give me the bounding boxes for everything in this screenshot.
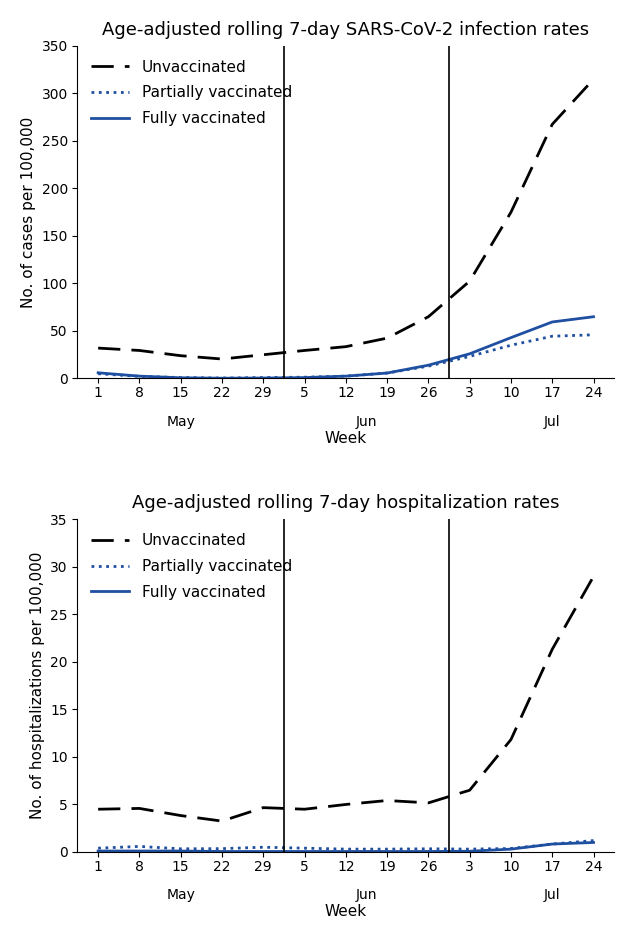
Fully vaccinated xyxy=(466,348,474,359)
X-axis label: Week: Week xyxy=(324,904,367,919)
Unvaccinated xyxy=(466,785,474,796)
Fully vaccinated xyxy=(342,846,350,857)
Unvaccinated xyxy=(342,799,350,810)
Text: Jun: Jun xyxy=(356,888,377,902)
Fully vaccinated xyxy=(425,360,432,371)
Partially vaccinated xyxy=(549,838,556,850)
Text: May: May xyxy=(166,415,195,429)
Unvaccinated xyxy=(136,803,144,814)
Unvaccinated xyxy=(384,333,391,344)
Partially vaccinated xyxy=(95,368,102,380)
Fully vaccinated xyxy=(260,846,267,857)
Unvaccinated xyxy=(136,345,144,356)
Text: Jul: Jul xyxy=(544,888,561,902)
Partially vaccinated xyxy=(136,370,144,382)
Partially vaccinated xyxy=(260,841,267,853)
Fully vaccinated xyxy=(301,372,309,384)
Fully vaccinated xyxy=(466,846,474,857)
Text: Jun: Jun xyxy=(356,415,377,429)
Fully vaccinated xyxy=(95,845,102,856)
Unvaccinated xyxy=(301,804,309,815)
Partially vaccinated xyxy=(260,372,267,384)
Partially vaccinated xyxy=(384,368,391,379)
Line: Fully vaccinated: Fully vaccinated xyxy=(98,842,594,852)
Line: Unvaccinated: Unvaccinated xyxy=(98,79,594,359)
Line: Partially vaccinated: Partially vaccinated xyxy=(98,840,594,849)
Legend: Unvaccinated, Partially vaccinated, Fully vaccinated: Unvaccinated, Partially vaccinated, Full… xyxy=(85,527,298,605)
Fully vaccinated xyxy=(549,838,556,850)
Unvaccinated xyxy=(177,810,185,822)
Fully vaccinated xyxy=(136,845,144,856)
Partially vaccinated xyxy=(177,372,185,384)
Partially vaccinated xyxy=(95,842,102,854)
Fully vaccinated xyxy=(95,368,102,379)
Fully vaccinated xyxy=(384,846,391,857)
Partially vaccinated xyxy=(301,842,309,854)
Title: Age-adjusted rolling 7-day hospitalization rates: Age-adjusted rolling 7-day hospitalizati… xyxy=(132,494,559,512)
Partially vaccinated xyxy=(384,843,391,854)
Fully vaccinated xyxy=(590,837,598,848)
Unvaccinated xyxy=(260,802,267,813)
Partially vaccinated xyxy=(425,843,432,854)
Partially vaccinated xyxy=(218,843,226,854)
Unvaccinated xyxy=(549,644,556,655)
Unvaccinated xyxy=(218,353,226,365)
Fully vaccinated xyxy=(507,843,515,854)
Unvaccinated xyxy=(301,345,309,356)
Line: Unvaccinated: Unvaccinated xyxy=(98,576,594,822)
Partially vaccinated xyxy=(549,331,556,342)
Line: Partially vaccinated: Partially vaccinated xyxy=(98,335,594,378)
Unvaccinated xyxy=(590,571,598,582)
Y-axis label: No. of hospitalizations per 100,000: No. of hospitalizations per 100,000 xyxy=(30,552,44,820)
Partially vaccinated xyxy=(136,840,144,852)
Unvaccinated xyxy=(177,350,185,361)
Fully vaccinated xyxy=(549,317,556,328)
Y-axis label: No. of cases per 100,000: No. of cases per 100,000 xyxy=(21,117,36,307)
Partially vaccinated xyxy=(507,843,515,854)
Legend: Unvaccinated, Partially vaccinated, Fully vaccinated: Unvaccinated, Partially vaccinated, Full… xyxy=(85,54,298,133)
Unvaccinated xyxy=(95,804,102,815)
Partially vaccinated xyxy=(507,339,515,351)
Fully vaccinated xyxy=(136,370,144,382)
Partially vaccinated xyxy=(342,370,350,382)
Fully vaccinated xyxy=(260,372,267,384)
Fully vaccinated xyxy=(425,846,432,857)
Title: Age-adjusted rolling 7-day SARS-CoV-2 infection rates: Age-adjusted rolling 7-day SARS-CoV-2 in… xyxy=(102,21,589,39)
Unvaccinated xyxy=(425,797,432,808)
Partially vaccinated xyxy=(466,351,474,362)
Partially vaccinated xyxy=(466,843,474,854)
Text: Jul: Jul xyxy=(544,415,561,429)
Fully vaccinated xyxy=(384,368,391,379)
Partially vaccinated xyxy=(177,843,185,854)
Unvaccinated xyxy=(549,118,556,130)
Fully vaccinated xyxy=(590,311,598,322)
Unvaccinated xyxy=(507,734,515,745)
Partially vaccinated xyxy=(425,361,432,372)
Unvaccinated xyxy=(95,342,102,353)
Unvaccinated xyxy=(507,207,515,218)
Partially vaccinated xyxy=(590,835,598,846)
Partially vaccinated xyxy=(218,372,226,384)
Fully vaccinated xyxy=(218,372,226,384)
Fully vaccinated xyxy=(507,332,515,343)
X-axis label: Week: Week xyxy=(324,431,367,446)
Fully vaccinated xyxy=(177,372,185,384)
Partially vaccinated xyxy=(342,843,350,854)
Unvaccinated xyxy=(342,341,350,352)
Unvaccinated xyxy=(466,275,474,287)
Fully vaccinated xyxy=(342,370,350,382)
Fully vaccinated xyxy=(177,845,185,856)
Partially vaccinated xyxy=(301,371,309,383)
Unvaccinated xyxy=(218,816,226,827)
Fully vaccinated xyxy=(301,846,309,857)
Unvaccinated xyxy=(260,349,267,360)
Text: May: May xyxy=(166,888,195,902)
Unvaccinated xyxy=(425,311,432,322)
Line: Fully vaccinated: Fully vaccinated xyxy=(98,317,594,378)
Unvaccinated xyxy=(384,795,391,807)
Unvaccinated xyxy=(590,73,598,85)
Partially vaccinated xyxy=(590,329,598,340)
Fully vaccinated xyxy=(218,846,226,857)
